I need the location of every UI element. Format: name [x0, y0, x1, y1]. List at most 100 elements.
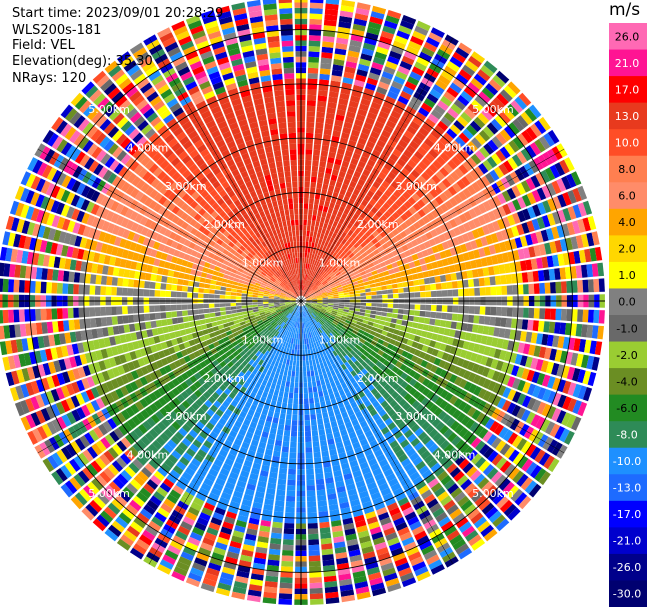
velocity-gate — [209, 417, 218, 426]
velocity-gate — [384, 336, 392, 343]
velocity-gate — [318, 516, 330, 523]
velocity-gate — [370, 491, 382, 501]
velocity-gate — [473, 166, 484, 178]
velocity-gate — [312, 386, 318, 393]
velocity-gate — [475, 354, 483, 364]
velocity-gate — [306, 321, 309, 328]
velocity-gate — [247, 324, 254, 330]
velocity-gate — [422, 205, 431, 215]
velocity-gate — [502, 216, 511, 228]
velocity-gate — [352, 258, 359, 264]
velocity-gate — [306, 297, 312, 300]
velocity-gate — [319, 257, 325, 263]
velocity-gate — [545, 228, 555, 241]
velocity-gate — [554, 268, 561, 280]
velocity-gate — [267, 410, 274, 417]
velocity-gate — [304, 403, 310, 410]
velocity-gate — [496, 93, 509, 106]
velocity-gate — [426, 36, 440, 48]
velocity-gate — [359, 338, 366, 344]
velocity-gate — [310, 598, 324, 605]
velocity-gate — [195, 492, 207, 502]
velocity-gate — [320, 325, 326, 332]
velocity-gate — [200, 482, 212, 492]
velocity-gate — [341, 231, 347, 239]
velocity-gate — [393, 293, 399, 299]
velocity-gate — [507, 389, 517, 401]
velocity-gate — [344, 340, 351, 346]
velocity-gate — [206, 370, 214, 379]
velocity-gate — [204, 572, 219, 582]
velocity-gate — [379, 76, 392, 85]
velocity-gate — [310, 326, 314, 332]
velocity-gate — [441, 282, 448, 290]
velocity-gate — [259, 384, 266, 392]
velocity-gate — [420, 489, 433, 500]
velocity-gate — [514, 330, 522, 341]
velocity-gate — [250, 404, 257, 412]
velocity-gate — [229, 347, 237, 354]
velocity-gate — [172, 397, 181, 407]
velocity-gate — [331, 75, 342, 82]
velocity-gate — [51, 452, 64, 466]
velocity-gate — [401, 134, 411, 144]
velocity-gate — [268, 301, 274, 304]
velocity-gate — [171, 317, 179, 325]
velocity-gate — [435, 451, 447, 462]
velocity-gate — [505, 318, 512, 328]
velocity-gate — [581, 264, 588, 278]
velocity-gate — [311, 424, 318, 431]
velocity-gate — [198, 377, 206, 386]
velocity-gate — [146, 417, 156, 428]
velocity-gate — [478, 498, 491, 511]
velocity-gate — [148, 392, 158, 402]
velocity-gate — [203, 477, 214, 487]
velocity-gate — [217, 582, 232, 591]
velocity-gate — [466, 231, 475, 241]
velocity-gate — [473, 343, 481, 353]
velocity-gate — [232, 586, 247, 595]
velocity-gate — [384, 275, 391, 281]
velocity-gate — [122, 486, 135, 499]
velocity-gate — [500, 229, 509, 240]
velocity-gate — [360, 495, 371, 504]
velocity-gate — [238, 378, 246, 386]
velocity-gate — [321, 145, 329, 152]
velocity-gate — [372, 274, 379, 280]
velocity-gate — [57, 320, 65, 332]
velocity-gate — [343, 195, 350, 203]
velocity-gate — [190, 345, 198, 352]
velocity-gate — [397, 65, 410, 76]
velocity-gate — [266, 324, 272, 330]
velocity-gate — [409, 71, 422, 81]
velocity-gate — [451, 313, 458, 321]
velocity-gate — [286, 490, 296, 497]
velocity-gate — [512, 284, 518, 295]
velocity-gate — [340, 5, 355, 13]
velocity-gate — [489, 420, 500, 433]
velocity-gate — [260, 325, 267, 331]
velocity-gate — [163, 333, 171, 341]
velocity-gate — [229, 540, 242, 549]
velocity-gate — [98, 338, 106, 349]
velocity-gate — [326, 224, 332, 231]
velocity-gate — [128, 323, 136, 332]
velocity-gate — [258, 359, 264, 366]
velocity-gate — [343, 247, 350, 254]
velocity-gate — [229, 324, 236, 330]
velocity-gate — [220, 491, 232, 501]
velocity-gate — [381, 180, 390, 189]
velocity-gate — [303, 382, 308, 388]
velocity-gate — [406, 352, 414, 361]
velocity-gate — [393, 267, 400, 273]
velocity-gate — [162, 326, 169, 334]
velocity-gate — [331, 232, 337, 239]
velocity-gate — [315, 188, 322, 195]
velocity-gate — [278, 473, 287, 480]
velocity-gate — [480, 175, 491, 187]
velocity-gate — [307, 506, 317, 513]
velocity-gate — [306, 127, 314, 134]
velocity-gate — [125, 433, 136, 445]
velocity-gate — [260, 436, 268, 444]
velocity-gate — [311, 304, 317, 307]
